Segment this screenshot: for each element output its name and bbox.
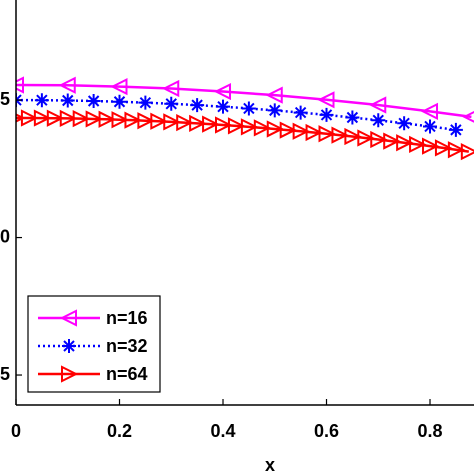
series-line xyxy=(16,83,472,119)
marker xyxy=(460,143,474,161)
marker xyxy=(33,109,52,127)
marker xyxy=(370,130,388,149)
marker xyxy=(265,86,283,104)
marker xyxy=(357,129,375,147)
y-tick-label: 5 xyxy=(0,89,10,109)
legend-label: n=32 xyxy=(106,336,148,356)
marker xyxy=(215,116,233,134)
marker xyxy=(86,94,101,109)
x-axis-label: x xyxy=(265,455,275,474)
marker xyxy=(61,365,79,383)
legend: n=16 n=32 n=64 xyxy=(27,295,161,393)
marker xyxy=(189,114,207,132)
marker xyxy=(46,109,65,127)
marker xyxy=(58,76,76,94)
marker xyxy=(397,116,412,131)
marker xyxy=(345,110,360,125)
marker xyxy=(16,76,24,94)
y-tick-label: 0 xyxy=(0,226,10,246)
marker xyxy=(137,112,155,130)
marker xyxy=(317,91,335,109)
marker xyxy=(98,110,116,128)
marker xyxy=(85,110,103,128)
marker xyxy=(138,95,153,110)
x-tick-label: 0.2 xyxy=(107,421,132,441)
marker xyxy=(371,113,386,128)
marker xyxy=(216,99,231,114)
x-tick-label: 0.4 xyxy=(210,421,235,441)
marker xyxy=(62,339,76,353)
marker xyxy=(318,125,336,143)
marker xyxy=(267,103,282,118)
marker xyxy=(409,135,427,153)
marker xyxy=(383,132,401,150)
marker xyxy=(266,120,284,138)
marker xyxy=(447,141,466,159)
marker xyxy=(60,93,75,108)
plot-area xyxy=(16,76,474,161)
marker xyxy=(279,121,297,139)
marker xyxy=(420,102,439,120)
marker xyxy=(344,127,362,146)
legend-label: n=16 xyxy=(106,308,148,328)
marker xyxy=(124,111,142,129)
marker xyxy=(331,126,349,144)
marker xyxy=(20,109,39,127)
marker xyxy=(190,98,205,113)
marker xyxy=(434,139,453,157)
marker xyxy=(422,137,440,155)
series-line xyxy=(16,98,457,132)
marker xyxy=(176,113,194,132)
marker xyxy=(59,109,77,128)
marker xyxy=(462,110,474,123)
marker xyxy=(164,96,179,111)
marker xyxy=(59,309,77,327)
marker xyxy=(162,79,180,98)
marker xyxy=(369,96,387,114)
legend-label: n=64 xyxy=(106,364,148,384)
marker xyxy=(448,122,463,137)
x-tick-label: 0 xyxy=(11,421,21,441)
marker xyxy=(213,82,232,101)
marker xyxy=(319,107,334,122)
marker xyxy=(240,118,259,136)
marker xyxy=(227,117,246,135)
marker xyxy=(72,110,90,128)
marker xyxy=(305,123,323,142)
marker xyxy=(202,115,220,133)
marker xyxy=(150,112,168,130)
marker xyxy=(111,111,129,129)
marker xyxy=(423,119,438,134)
marker xyxy=(253,119,272,137)
marker xyxy=(292,122,310,140)
marker xyxy=(163,113,181,131)
marker xyxy=(112,94,127,109)
marker xyxy=(396,134,414,152)
marker xyxy=(293,105,308,120)
marker xyxy=(241,101,256,116)
marker xyxy=(34,93,49,108)
x-tick-label: 0.6 xyxy=(314,421,339,441)
x-tick-label: 0.8 xyxy=(417,421,442,441)
y-tick-label: 5 xyxy=(0,364,10,384)
legend-box xyxy=(27,295,161,393)
marker xyxy=(110,77,128,96)
